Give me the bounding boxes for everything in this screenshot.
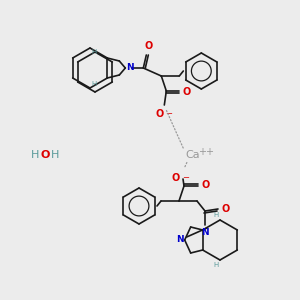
Text: H: H: [91, 49, 96, 55]
Text: O: O: [40, 150, 50, 160]
Text: Ca: Ca: [186, 150, 200, 160]
Text: ++: ++: [198, 147, 214, 157]
Text: O: O: [182, 87, 190, 97]
Text: H: H: [214, 262, 219, 268]
Text: O: O: [221, 204, 229, 214]
Text: −: −: [182, 173, 189, 182]
Text: N: N: [201, 228, 209, 237]
Text: −: −: [165, 109, 172, 118]
Text: O: O: [201, 180, 209, 190]
Text: H: H: [91, 81, 96, 87]
Text: H: H: [31, 150, 39, 160]
Text: O: O: [172, 173, 180, 183]
Text: H: H: [214, 212, 219, 218]
Text: N: N: [126, 64, 134, 73]
Text: O: O: [144, 41, 152, 51]
Text: N: N: [176, 236, 184, 244]
Text: O: O: [155, 109, 164, 119]
Text: H: H: [51, 150, 59, 160]
